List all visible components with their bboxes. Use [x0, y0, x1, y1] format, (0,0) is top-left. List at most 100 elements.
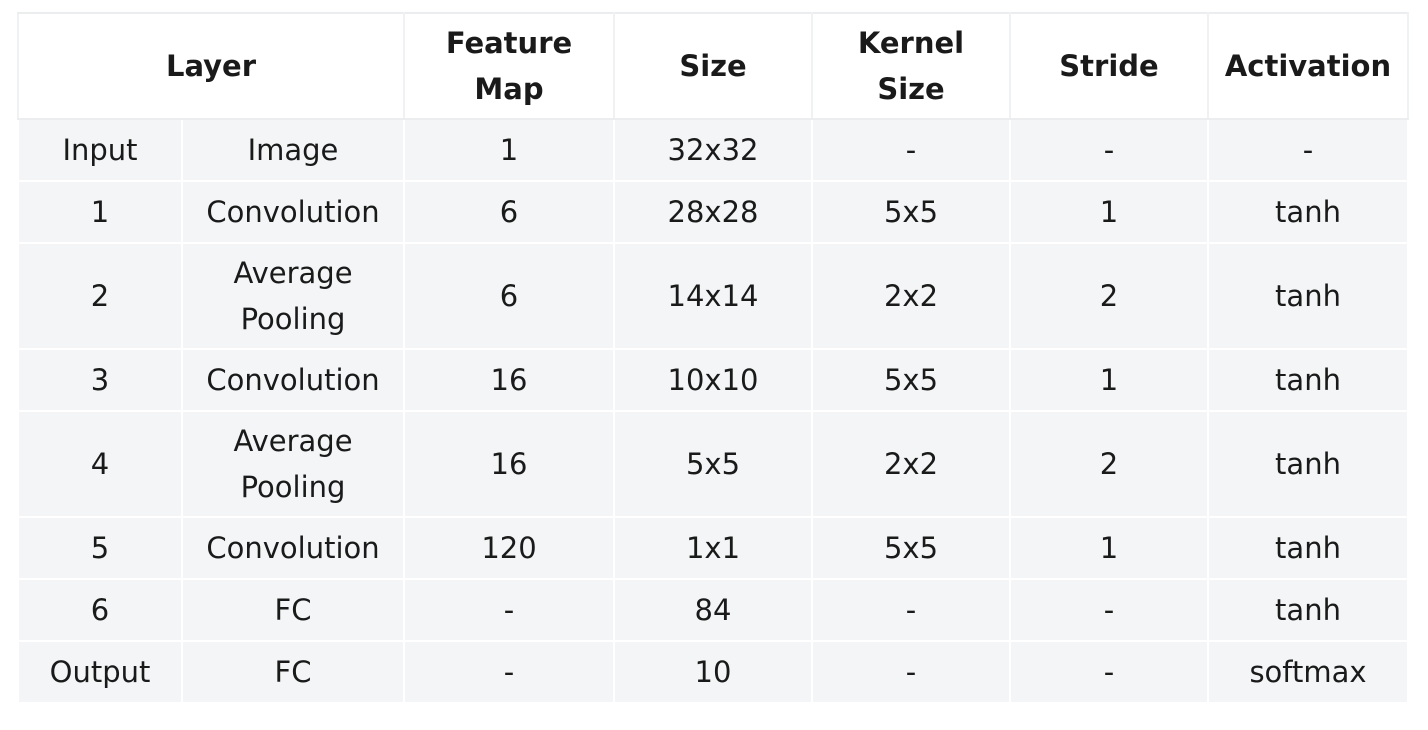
- cell-stride: -: [1009, 640, 1209, 704]
- header-layer: Layer: [17, 12, 405, 120]
- cell-size: 10: [613, 640, 813, 704]
- cell-size-value: 84: [694, 593, 732, 627]
- header-size-label: Size: [679, 49, 747, 83]
- header-kernel-size-line1: Kernel: [857, 26, 965, 60]
- cell-layer-number: 5: [17, 516, 183, 580]
- cell-layer-number-value: 3: [90, 363, 110, 397]
- cell-stride: 1: [1009, 516, 1209, 580]
- cell-layer-type-line: Convolution: [206, 363, 380, 397]
- cell-layer-type-line: Pooling: [240, 302, 346, 336]
- table-row: 3 Convolution 16 10x10 5x5 1 tanh: [17, 348, 1409, 412]
- cell-kernel-size-value: 5x5: [883, 195, 939, 229]
- cell-size-value: 14x14: [667, 279, 759, 313]
- cell-feature-map-value: 6: [499, 195, 519, 229]
- cell-kernel-size-value: -: [905, 133, 917, 167]
- cell-stride: 1: [1009, 180, 1209, 244]
- cell-stride-value: 1: [1099, 531, 1119, 565]
- cell-stride-value: 2: [1099, 279, 1119, 313]
- cell-layer-number: 3: [17, 348, 183, 412]
- cell-kernel-size: -: [811, 640, 1011, 704]
- cell-size: 1x1: [613, 516, 813, 580]
- cell-kernel-size-value: -: [905, 655, 917, 689]
- cell-feature-map-value: 120: [481, 531, 537, 565]
- cell-kernel-size-value: 2x2: [883, 279, 939, 313]
- cell-layer-number: Input: [17, 118, 183, 182]
- cell-feature-map: -: [403, 578, 615, 642]
- cell-size-value: 28x28: [667, 195, 759, 229]
- header-stride: Stride: [1009, 12, 1209, 120]
- cell-feature-map-value: 16: [490, 363, 528, 397]
- cell-size-value: 10x10: [667, 363, 759, 397]
- cell-activation: tanh: [1207, 242, 1409, 350]
- cell-layer-number: Output: [17, 640, 183, 704]
- header-activation: Activation: [1207, 12, 1409, 120]
- cell-feature-map: 6: [403, 180, 615, 244]
- table-row: 4 Average Pooling 16 5x5 2x2 2 tanh: [17, 410, 1409, 518]
- cell-layer-type-line: Convolution: [206, 195, 380, 229]
- cell-kernel-size-value: 5x5: [883, 363, 939, 397]
- cell-layer-number-value: Input: [62, 133, 138, 167]
- cell-activation-value: tanh: [1275, 279, 1341, 313]
- cell-stride: -: [1009, 118, 1209, 182]
- header-stride-label: Stride: [1059, 49, 1159, 83]
- cell-layer-number-value: 5: [90, 531, 110, 565]
- cell-kernel-size-value: -: [905, 593, 917, 627]
- table-row: 6 FC - 84 - - tanh: [17, 578, 1409, 642]
- cell-size-value: 1x1: [685, 531, 741, 565]
- cell-layer-number-value: 4: [90, 447, 110, 481]
- cell-activation-value: -: [1302, 133, 1314, 167]
- cell-layer-number-value: 6: [90, 593, 110, 627]
- header-kernel-size: Kernel Size: [811, 12, 1011, 120]
- cell-size: 32x32: [613, 118, 813, 182]
- cell-layer-type: Average Pooling: [181, 242, 405, 350]
- cell-size-value: 10: [694, 655, 732, 689]
- cell-stride-value: -: [1103, 133, 1115, 167]
- cell-layer-type: Convolution: [181, 180, 405, 244]
- cell-layer-type-line: Average: [233, 256, 353, 290]
- cell-stride-value: 2: [1099, 447, 1119, 481]
- header-activation-label: Activation: [1224, 49, 1392, 83]
- cell-layer-type: Convolution: [181, 348, 405, 412]
- cell-feature-map-value: 16: [490, 447, 528, 481]
- cell-layer-number-value: Output: [49, 655, 151, 689]
- cell-stride-value: 1: [1099, 363, 1119, 397]
- cell-kernel-size: -: [811, 578, 1011, 642]
- cell-kernel-size-value: 2x2: [883, 447, 939, 481]
- cell-layer-number-value: 1: [90, 195, 110, 229]
- cell-stride-value: 1: [1099, 195, 1119, 229]
- cell-feature-map-value: -: [503, 593, 515, 627]
- cell-activation-value: softmax: [1249, 655, 1367, 689]
- cell-feature-map: -: [403, 640, 615, 704]
- cell-size: 84: [613, 578, 813, 642]
- cell-kernel-size: 5x5: [811, 516, 1011, 580]
- cell-size-value: 32x32: [667, 133, 759, 167]
- cell-activation: tanh: [1207, 180, 1409, 244]
- cell-feature-map: 16: [403, 348, 615, 412]
- cell-feature-map: 1: [403, 118, 615, 182]
- cell-layer-number-value: 2: [90, 279, 110, 313]
- cell-feature-map: 120: [403, 516, 615, 580]
- cell-feature-map: 6: [403, 242, 615, 350]
- header-layer-label: Layer: [165, 49, 257, 83]
- header-feature-map: Feature Map: [403, 12, 615, 120]
- cell-activation: softmax: [1207, 640, 1409, 704]
- cell-activation: tanh: [1207, 348, 1409, 412]
- cell-layer-type-line: Average: [233, 424, 353, 458]
- cell-layer-number: 4: [17, 410, 183, 518]
- table-row: 1 Convolution 6 28x28 5x5 1 tanh: [17, 180, 1409, 244]
- table-row: Input Image 1 32x32 - - -: [17, 118, 1409, 182]
- cell-layer-type: Average Pooling: [181, 410, 405, 518]
- cell-size: 5x5: [613, 410, 813, 518]
- header-feature-map-line2: Map: [474, 72, 544, 106]
- cell-layer-type: Image: [181, 118, 405, 182]
- table-row: 2 Average Pooling 6 14x14 2x2 2 tanh: [17, 242, 1409, 350]
- cell-kernel-size: 5x5: [811, 180, 1011, 244]
- cell-stride: 2: [1009, 410, 1209, 518]
- cell-size: 14x14: [613, 242, 813, 350]
- cell-layer-type-line: Convolution: [206, 531, 380, 565]
- header-feature-map-line1: Feature: [445, 26, 573, 60]
- cell-activation: -: [1207, 118, 1409, 182]
- cell-size-value: 5x5: [685, 447, 741, 481]
- cell-feature-map-value: -: [503, 655, 515, 689]
- cell-layer-type-line: Image: [247, 133, 339, 167]
